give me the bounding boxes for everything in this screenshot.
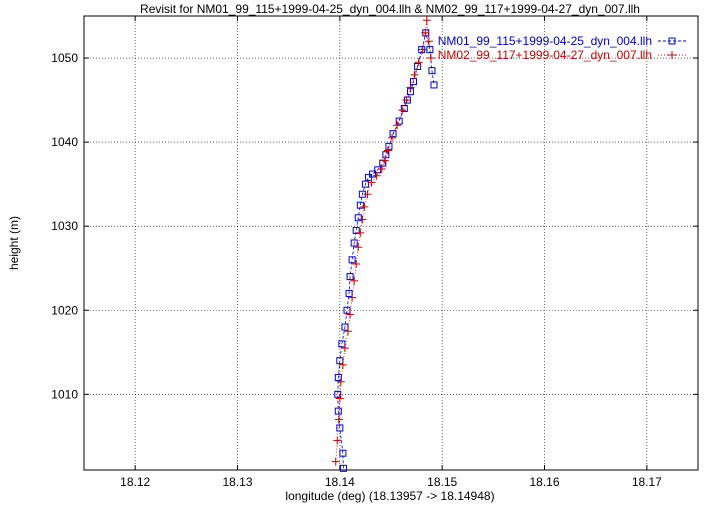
x-tick-label: 18.17 <box>632 475 662 489</box>
data-point <box>377 165 386 174</box>
legend-swatch-series-1 <box>658 37 686 45</box>
series-2 <box>331 16 435 466</box>
data-point <box>339 464 347 472</box>
y-axis-title: height (m) <box>7 216 21 270</box>
data-point <box>421 28 430 37</box>
data-point <box>388 133 397 142</box>
data-point <box>350 239 358 247</box>
data-point <box>385 142 393 150</box>
legend-label-series-2: NM02_99_117+1999-04-27_dyn_007.llh <box>438 48 652 62</box>
x-axis: 18.12 18.13 18.14 18.15 18.16 18.17 <box>120 16 662 489</box>
data-point <box>338 360 347 369</box>
data-point <box>430 81 438 89</box>
data-point <box>414 62 422 70</box>
data-point <box>372 171 381 180</box>
plot-frame <box>83 15 699 471</box>
chart-title: Revisit for NM01_99_115+1999-04-25_dyn_0… <box>140 2 640 16</box>
data-point <box>352 226 360 234</box>
data-point <box>406 83 415 92</box>
data-point <box>363 190 372 199</box>
data-point <box>395 117 403 125</box>
data-point <box>354 214 362 222</box>
data-point <box>361 180 369 188</box>
data-point <box>356 228 365 237</box>
series-1-line <box>337 32 435 469</box>
data-point <box>356 201 364 209</box>
data-point <box>348 293 357 302</box>
data-point <box>346 310 355 319</box>
series-layer <box>331 16 438 472</box>
data-point <box>383 146 392 155</box>
data-point <box>380 156 389 165</box>
data-point <box>345 289 353 297</box>
data-point <box>333 436 342 445</box>
y-tick-label: 1040 <box>51 135 78 149</box>
data-point <box>360 202 369 211</box>
legend-label-series-1: NM01_99_115+1999-04-25_dyn_004.llh <box>438 34 652 48</box>
data-point <box>334 415 343 424</box>
y-tick-label: 1030 <box>51 219 78 233</box>
x-tick-label: 18.15 <box>427 475 457 489</box>
data-point <box>367 178 376 187</box>
legend-swatch-series-2 <box>658 51 686 59</box>
data-point <box>343 306 351 314</box>
data-point <box>335 394 344 403</box>
data-point <box>334 390 342 398</box>
data-point <box>338 340 346 348</box>
data-point <box>350 276 359 285</box>
data-point <box>334 407 342 415</box>
data-point <box>418 45 427 54</box>
x-tick-label: 18.14 <box>325 475 355 489</box>
data-point <box>339 449 347 457</box>
data-point <box>352 260 361 269</box>
x-tick-label: 18.16 <box>529 475 559 489</box>
data-point <box>426 54 435 63</box>
legend: NM01_99_115+1999-04-25_dyn_004.llh NM02_… <box>438 34 686 62</box>
data-point <box>346 273 354 281</box>
data-point <box>424 37 433 46</box>
data-point <box>341 323 349 331</box>
y-tick-label: 1020 <box>51 303 78 317</box>
data-point <box>344 327 353 336</box>
y-tick-label: 1050 <box>51 51 78 65</box>
data-point <box>393 121 402 130</box>
x-tick-label: 18.12 <box>120 475 150 489</box>
data-point <box>336 424 344 432</box>
x-tick-label: 18.13 <box>222 475 252 489</box>
data-point <box>426 46 434 54</box>
y-axis: 1010 1020 1030 1040 1050 <box>51 51 698 401</box>
data-point <box>402 96 411 105</box>
data-point <box>389 130 397 138</box>
data-point <box>336 377 345 386</box>
data-point <box>414 58 423 67</box>
data-point <box>348 256 356 264</box>
data-point <box>410 70 419 79</box>
data-point <box>340 344 349 353</box>
data-point <box>331 457 340 466</box>
grid <box>84 16 698 470</box>
series-2-line <box>335 20 432 462</box>
data-point <box>336 357 344 365</box>
y-tick-label: 1010 <box>51 387 78 401</box>
data-point <box>358 215 367 224</box>
data-point <box>369 170 377 178</box>
data-point <box>410 78 418 86</box>
data-point <box>422 16 431 25</box>
data-point <box>382 151 390 159</box>
data-point <box>398 106 407 115</box>
data-point <box>354 243 363 252</box>
x-axis-title: longitude (deg) (18.13957 -> 18.14948) <box>285 489 494 503</box>
data-point <box>428 67 436 75</box>
series-1 <box>334 29 438 472</box>
